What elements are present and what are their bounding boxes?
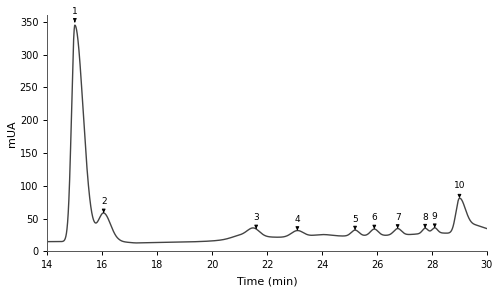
Text: 10: 10: [454, 181, 465, 197]
Text: 9: 9: [432, 212, 438, 227]
Y-axis label: mUA: mUA: [7, 120, 17, 147]
Text: 2: 2: [101, 197, 106, 212]
Text: 4: 4: [294, 215, 300, 230]
Text: 6: 6: [372, 214, 377, 228]
Text: 3: 3: [254, 213, 259, 228]
Text: 1: 1: [72, 7, 78, 22]
Text: 7: 7: [395, 213, 400, 228]
Text: 5: 5: [352, 214, 358, 229]
X-axis label: Time (min): Time (min): [237, 276, 298, 286]
Text: 8: 8: [422, 213, 428, 227]
